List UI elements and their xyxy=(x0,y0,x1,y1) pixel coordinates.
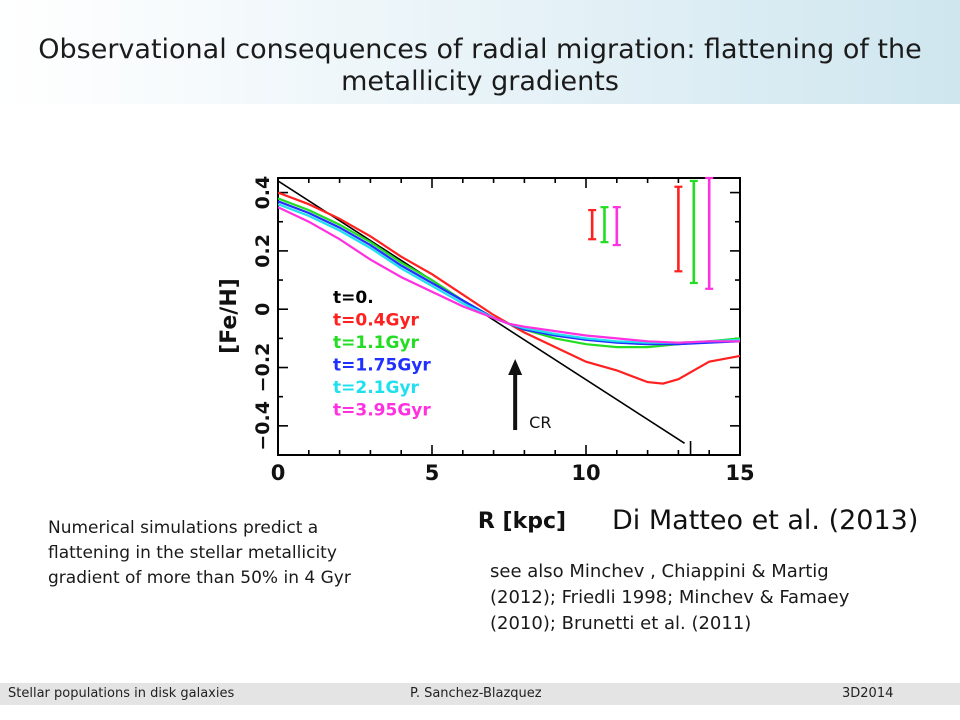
y-tick-label: 0 xyxy=(252,303,274,316)
y-tick-label: 0.4 xyxy=(252,176,274,210)
legend-entry: t=0.4Gyr xyxy=(333,311,420,331)
legend-entry: t=0. xyxy=(333,288,374,308)
footer-course: Stellar populations in disk galaxies xyxy=(8,686,235,701)
see-also-references: see also Minchev , Chiappini & Martig (2… xyxy=(490,561,850,634)
x-tick-label: 15 xyxy=(725,461,754,485)
slide-title: Observational consequences of radial mig… xyxy=(38,34,922,97)
x-axis-label: R [kpc] xyxy=(478,509,566,534)
footer-bar: Stellar populations in disk galaxies P. … xyxy=(0,683,960,705)
x-tick-label: 0 xyxy=(271,461,286,485)
x-tick-label: 10 xyxy=(571,461,600,485)
y-tick-label: −0.4 xyxy=(252,401,274,451)
plot-frame xyxy=(277,177,741,456)
cr-label: CR xyxy=(529,413,551,432)
legend-entry: t=2.1Gyr xyxy=(333,378,420,398)
y-tick-label: 0.2 xyxy=(252,234,274,268)
legend-entry: t=1.75Gyr xyxy=(333,356,431,376)
footer-event: 3D2014 xyxy=(842,686,894,701)
legend-entry: t=1.1Gyr xyxy=(333,333,420,353)
simulation-note: Numerical simulations predict a flatteni… xyxy=(48,518,351,588)
x-tick-label: 5 xyxy=(425,461,440,485)
series-line-5 xyxy=(278,206,740,344)
series-line-1 xyxy=(278,191,740,385)
y-tick-label: −0.2 xyxy=(252,343,274,393)
title-band xyxy=(0,0,960,104)
cr-arrow-head xyxy=(508,359,523,375)
reference-citation: Di Matteo et al. (2013) xyxy=(612,505,919,536)
footer-author: P. Sanchez-Blazquez xyxy=(410,686,542,701)
legend-entry: t=3.95Gyr xyxy=(333,401,431,421)
y-axis-label: [Fe/H] xyxy=(217,278,242,354)
